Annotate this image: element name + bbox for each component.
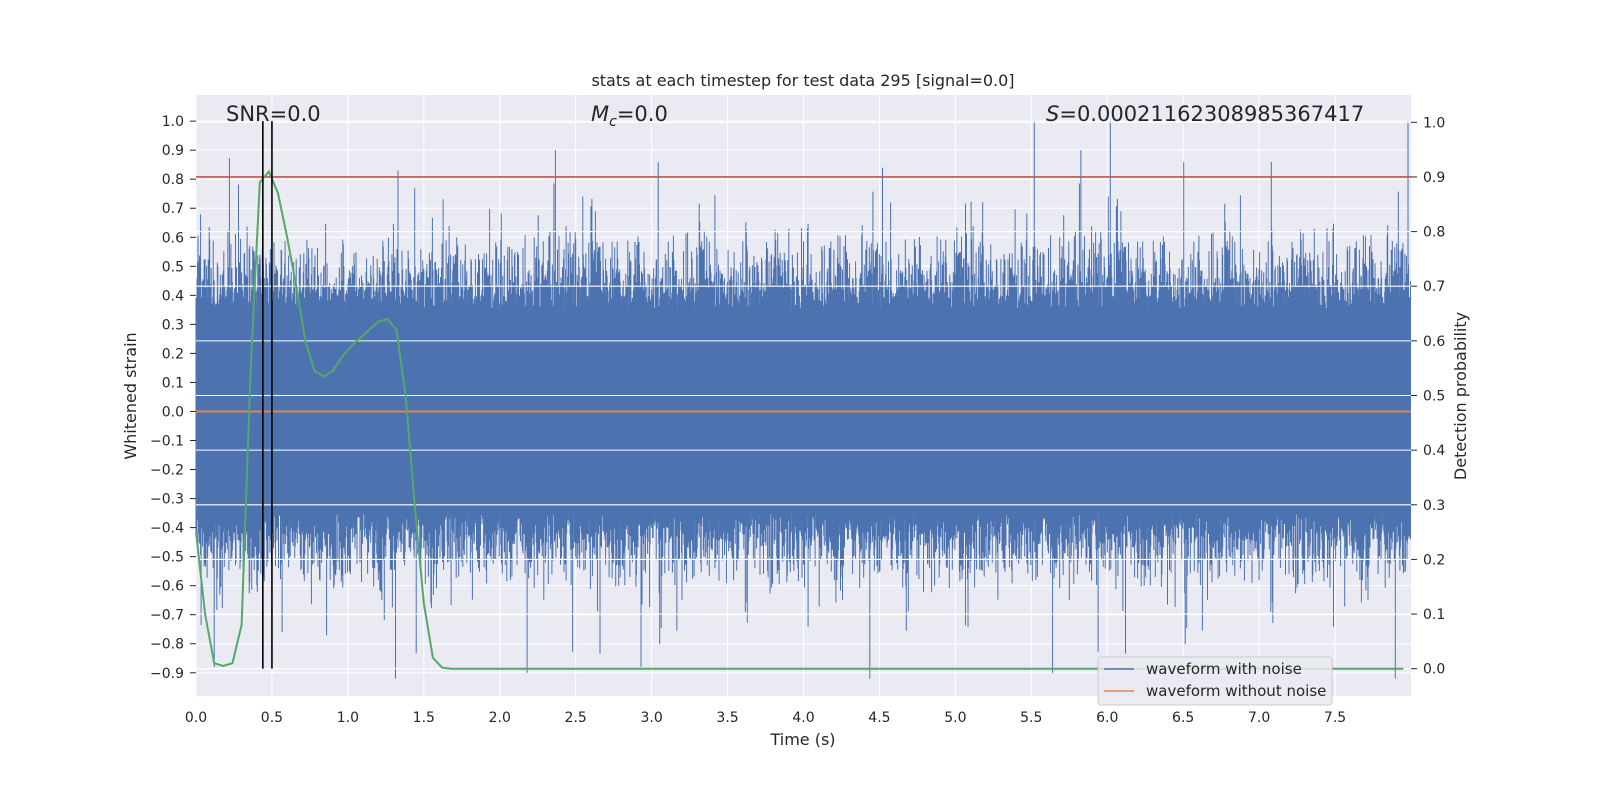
left-y-tick-label: 0.5	[162, 259, 184, 275]
legend-label-with-noise: waveform with noise	[1146, 660, 1302, 678]
score-value: =0.00021162308985367417	[1059, 102, 1364, 126]
x-tick-label: 3.0	[640, 710, 662, 726]
x-axis-label: Time (s)	[769, 730, 835, 749]
right-y-axis-label: Detection probability	[1451, 312, 1470, 480]
right-y-tick-label: 1.0	[1423, 115, 1445, 131]
left-y-tick-label: 0.1	[162, 375, 184, 391]
right-y-tick-label: 0.2	[1423, 552, 1445, 568]
score-annotation: S=0.00021162308985367417	[1046, 102, 1364, 126]
chart-title: stats at each timestep for test data 295…	[591, 71, 1014, 90]
right-y-tick-label: 0.4	[1423, 443, 1445, 459]
x-tick-label: 2.0	[489, 710, 511, 726]
snr-annotation: SNR=0.0	[226, 102, 321, 126]
legend-label-without-noise: waveform without noise	[1146, 682, 1326, 700]
left-y-tick-label: −0.2	[150, 463, 184, 479]
chirp-mass-symbol: M	[591, 102, 609, 126]
x-tick-label: 6.5	[1172, 710, 1194, 726]
detection-probability-series	[195, 169, 1404, 670]
left-y-tick-label: −0.8	[150, 637, 184, 653]
x-tick-label: 0.0	[185, 710, 207, 726]
vertical-markers	[262, 121, 273, 669]
right-y-axis-ticks: 1.0 0.9 0.8 0.7 0.6 0.5 0.4 0.3 0.2 0.1 0.0	[1411, 115, 1445, 678]
left-y-tick-label: 0.4	[162, 288, 184, 304]
right-y-tick-label: 0.5	[1423, 389, 1445, 405]
left-y-tick-label: −0.6	[150, 579, 184, 595]
right-y-tick-label: 0.9	[1423, 170, 1445, 186]
left-y-tick-label: 0.6	[162, 230, 184, 246]
legend: waveform with noise waveform without noi…	[1097, 656, 1333, 706]
left-y-tick-label: 1.0	[162, 114, 184, 130]
left-y-tick-label: −0.7	[150, 608, 184, 624]
left-y-tick-label: 0.2	[162, 346, 184, 362]
left-y-tick-label: 0.0	[162, 404, 184, 420]
legend-box	[1097, 656, 1333, 706]
left-y-axis-label: Whitened strain	[121, 332, 140, 459]
x-tick-label: 1.5	[413, 710, 435, 726]
x-tick-label: 3.5	[716, 710, 738, 726]
x-tick-label: 2.5	[565, 710, 587, 726]
chirp-mass-value: =0.0	[617, 102, 668, 126]
x-tick-label: 7.5	[1324, 710, 1346, 726]
x-tick-label: 5.0	[944, 710, 966, 726]
right-y-tick-label: 0.7	[1423, 279, 1445, 295]
left-y-tick-label: −0.9	[150, 666, 184, 682]
right-y-tick-label: 0.0	[1423, 662, 1445, 678]
probability-line	[195, 169, 1404, 670]
right-y-tick-label: 0.6	[1423, 334, 1445, 350]
right-y-tick-label: 0.3	[1423, 498, 1445, 514]
right-y-tick-label: 0.1	[1423, 607, 1445, 623]
left-y-axis-ticks: 1.0 0.9 0.8 0.7 0.6 0.5 0.4 0.3 0.2 0.1 0.0 −0.1 −0.…	[150, 114, 196, 682]
x-tick-label: 7.0	[1248, 710, 1270, 726]
x-tick-label: 4.5	[868, 710, 890, 726]
x-tick-label: 4.0	[792, 710, 814, 726]
right-y-tick-label: 0.8	[1423, 225, 1445, 241]
x-tick-label: 0.5	[261, 710, 283, 726]
x-tick-label: 1.0	[337, 710, 359, 726]
left-y-tick-label: −0.1	[150, 434, 184, 450]
x-axis-ticks: 0.0 0.5 1.0 1.5 2.0 2.5 3.0 3.5 4.0 4.5 5.0 5.5 6.0 6…	[185, 710, 1346, 726]
chirp-mass-annotation: Mc=0.0	[591, 102, 668, 130]
chirp-mass-subscript: c	[609, 114, 617, 130]
x-tick-label: 6.0	[1096, 710, 1118, 726]
left-y-tick-label: 0.9	[162, 143, 184, 159]
left-y-tick-label: −0.4	[150, 521, 184, 537]
left-y-tick-label: 0.8	[162, 172, 184, 188]
left-y-tick-label: 0.3	[162, 317, 184, 333]
left-y-tick-label: 0.7	[162, 201, 184, 217]
left-y-tick-label: −0.3	[150, 492, 184, 508]
x-tick-label: 5.5	[1020, 710, 1042, 726]
score-symbol: S	[1046, 102, 1059, 126]
left-y-tick-label: −0.5	[150, 550, 184, 566]
